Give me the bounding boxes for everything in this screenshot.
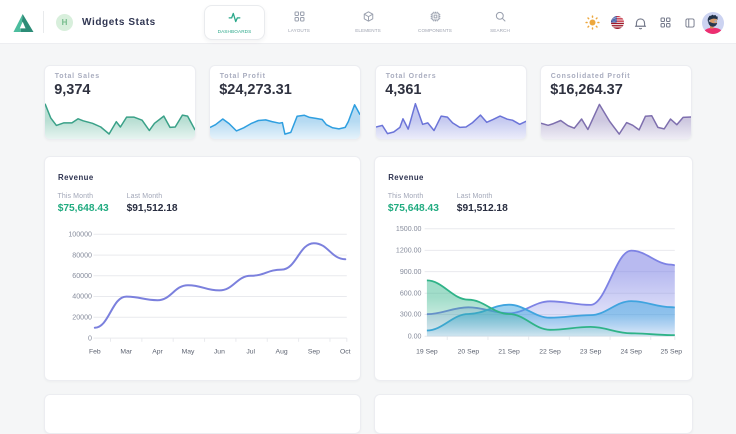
svg-text:40000: 40000 [72,293,92,301]
svg-text:May: May [182,348,195,355]
svg-text:100000: 100000 [68,230,92,238]
svg-text:Jun: Jun [214,348,225,355]
svg-text:300.00: 300.00 [400,311,422,319]
svg-text:Sep: Sep [308,348,320,355]
svg-text:Aug: Aug [276,348,288,355]
svg-text:Mar: Mar [120,348,132,355]
svg-text:20 Sep: 20 Sep [458,348,480,355]
svg-text:23 Sep: 23 Sep [580,348,602,355]
svg-text:900.00: 900.00 [400,268,422,276]
svg-text:60000: 60000 [72,272,92,280]
svg-text:21 Sep: 21 Sep [498,348,520,355]
svg-text:19 Sep: 19 Sep [416,348,438,355]
svg-text:600.00: 600.00 [400,289,422,297]
svg-text:20000: 20000 [72,313,92,321]
svg-text:0: 0 [88,334,92,342]
svg-text:0.00: 0.00 [408,332,422,340]
svg-text:Apr: Apr [152,348,163,355]
svg-text:1200.00: 1200.00 [396,246,422,254]
svg-text:Feb: Feb [89,348,101,355]
svg-text:Jul: Jul [246,348,255,355]
svg-text:24 Sep: 24 Sep [621,348,643,355]
svg-text:1500.00: 1500.00 [396,225,422,233]
svg-text:22 Sep: 22 Sep [539,348,561,355]
svg-text:80000: 80000 [72,251,92,259]
svg-text:Oct: Oct [340,348,351,355]
svg-text:25 Sep: 25 Sep [661,348,683,355]
